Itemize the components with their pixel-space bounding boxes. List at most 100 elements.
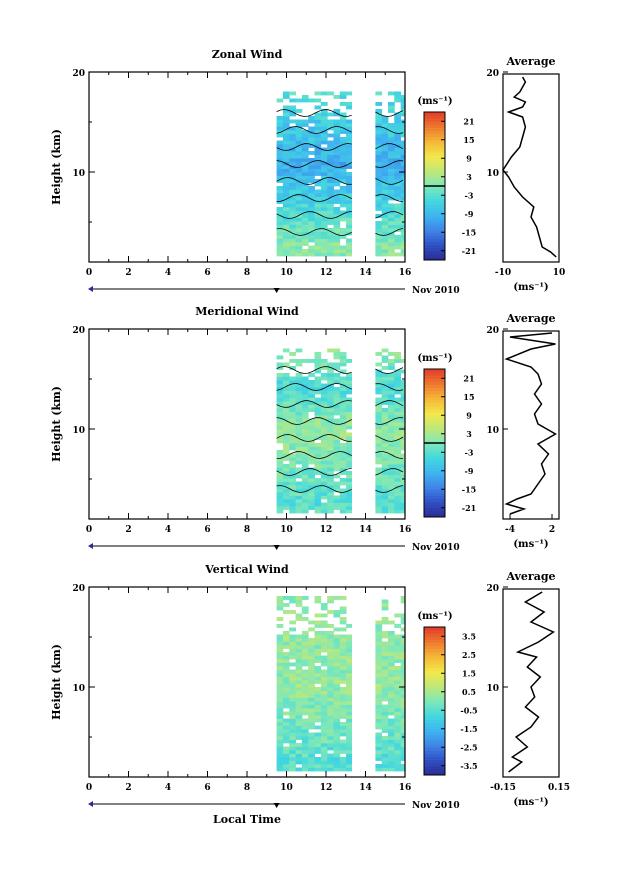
- heatmap-cell: [308, 224, 315, 229]
- heatmap-cell: [375, 242, 383, 246]
- heatmap-cell: [314, 641, 322, 646]
- heatmap-cell: [346, 478, 352, 482]
- heatmap-cell: [346, 443, 352, 447]
- heatmap-cell: [339, 151, 347, 155]
- heatmap-cell: [333, 697, 341, 702]
- heatmap-cell: [282, 193, 290, 197]
- y-axis-label: Height (km): [50, 386, 63, 462]
- heatmap-cell: [301, 415, 309, 419]
- heatmap-cell: [388, 638, 395, 642]
- heatmap-cell: [308, 418, 315, 423]
- heatmap-cell: [320, 235, 328, 239]
- heatmap-cell: [375, 228, 383, 232]
- heatmap-cell: [333, 373, 341, 377]
- heatmap-cell: [276, 746, 284, 751]
- heatmap-cell: [339, 418, 347, 423]
- heatmap-cell: [308, 228, 315, 232]
- heatmap-cell: [314, 168, 322, 173]
- heatmap-cell: [289, 147, 296, 152]
- heatmap-cell: [333, 231, 341, 236]
- heatmap-cell: [394, 673, 401, 677]
- heatmap-cell: [394, 488, 401, 493]
- heatmap-cell: [295, 757, 303, 761]
- heatmap-cell: [388, 147, 395, 152]
- heatmap-cell: [394, 235, 401, 239]
- colorbar-tick-label: -21: [462, 246, 476, 256]
- heatmap-cell: [314, 126, 322, 131]
- heatmap-cell: [339, 729, 347, 733]
- heatmap-cell: [388, 394, 395, 398]
- heatmap-cell: [301, 481, 309, 486]
- date-label: Nov 2010: [412, 286, 460, 296]
- heatmap-cell: [314, 193, 322, 197]
- heatmap-cell: [400, 221, 406, 225]
- heatmap-cell: [327, 596, 334, 600]
- heatmap-cell: [314, 408, 322, 412]
- heatmap-cell: [282, 753, 290, 758]
- heatmap-cell: [333, 249, 341, 253]
- colorbar-segment: [424, 750, 445, 754]
- heatmap-cell: [276, 732, 284, 737]
- heatmap-cell: [394, 429, 401, 433]
- heatmap-cell: [375, 467, 383, 472]
- heatmap-cell: [394, 161, 401, 166]
- heatmap-cell: [339, 161, 347, 166]
- heatmap-cell: [282, 634, 290, 639]
- heatmap-cell: [301, 158, 309, 162]
- heatmap-cell: [289, 641, 296, 646]
- heatmap-cell: [375, 119, 383, 124]
- colorbar-segment: [424, 449, 445, 453]
- heatmap-cell: [301, 499, 309, 503]
- heatmap-cell: [276, 418, 284, 423]
- heatmap-cell: [375, 446, 383, 451]
- heatmap-cell: [375, 495, 383, 500]
- heatmap-cell: [289, 743, 296, 747]
- heatmap-cell: [339, 436, 347, 440]
- heatmap-cell: [346, 739, 352, 744]
- heatmap-cell: [333, 432, 341, 437]
- heatmap-cell: [289, 151, 296, 155]
- heatmap-cell: [400, 460, 406, 465]
- colorbar-segment: [424, 375, 445, 379]
- heatmap-cell: [301, 502, 309, 507]
- heatmap-cell: [388, 404, 395, 409]
- heatmap-cell: [282, 158, 290, 162]
- heatmap-cell: [295, 175, 303, 180]
- heatmap-cell: [388, 376, 395, 381]
- heatmap-cell: [289, 471, 296, 475]
- x-tick-label: 4: [165, 268, 171, 278]
- heatmap-cell: [400, 694, 406, 698]
- heatmap-cell: [320, 471, 328, 475]
- contour-line: [276, 485, 352, 493]
- colorbar-segment: [424, 427, 445, 432]
- heatmap-cell: [314, 383, 322, 388]
- heatmap-cell: [320, 715, 328, 719]
- heatmap-cell: [339, 495, 347, 500]
- heatmap-cell: [400, 168, 406, 173]
- heatmap-cell: [346, 750, 352, 754]
- heatmap-cell: [320, 750, 328, 754]
- heatmap-cell: [381, 154, 389, 159]
- colorbar-segment: [424, 204, 445, 209]
- heatmap-cell: [295, 123, 303, 127]
- heatmap-cell: [339, 235, 347, 239]
- heatmap-cell: [295, 140, 303, 145]
- heatmap-cell: [289, 366, 296, 370]
- heatmap-cell: [282, 687, 290, 691]
- heatmap-cell: [282, 411, 290, 416]
- heatmap-cell: [276, 116, 284, 120]
- heatmap-cell: [400, 369, 406, 374]
- heatmap-cell: [308, 732, 315, 737]
- heatmap-cell: [381, 488, 389, 493]
- heatmap-cell: [295, 161, 303, 166]
- heatmap-cell: [400, 102, 406, 106]
- heatmap-cell: [339, 95, 347, 99]
- colorbar-segment: [424, 415, 445, 419]
- heatmap-cell: [314, 352, 322, 356]
- heatmap-cell: [289, 394, 296, 398]
- heatmap-cell: [314, 165, 322, 169]
- heatmap-cell: [295, 687, 303, 691]
- heatmap-cell: [327, 708, 334, 712]
- heatmap-cell: [339, 457, 347, 461]
- colorbar-segment: [424, 232, 445, 236]
